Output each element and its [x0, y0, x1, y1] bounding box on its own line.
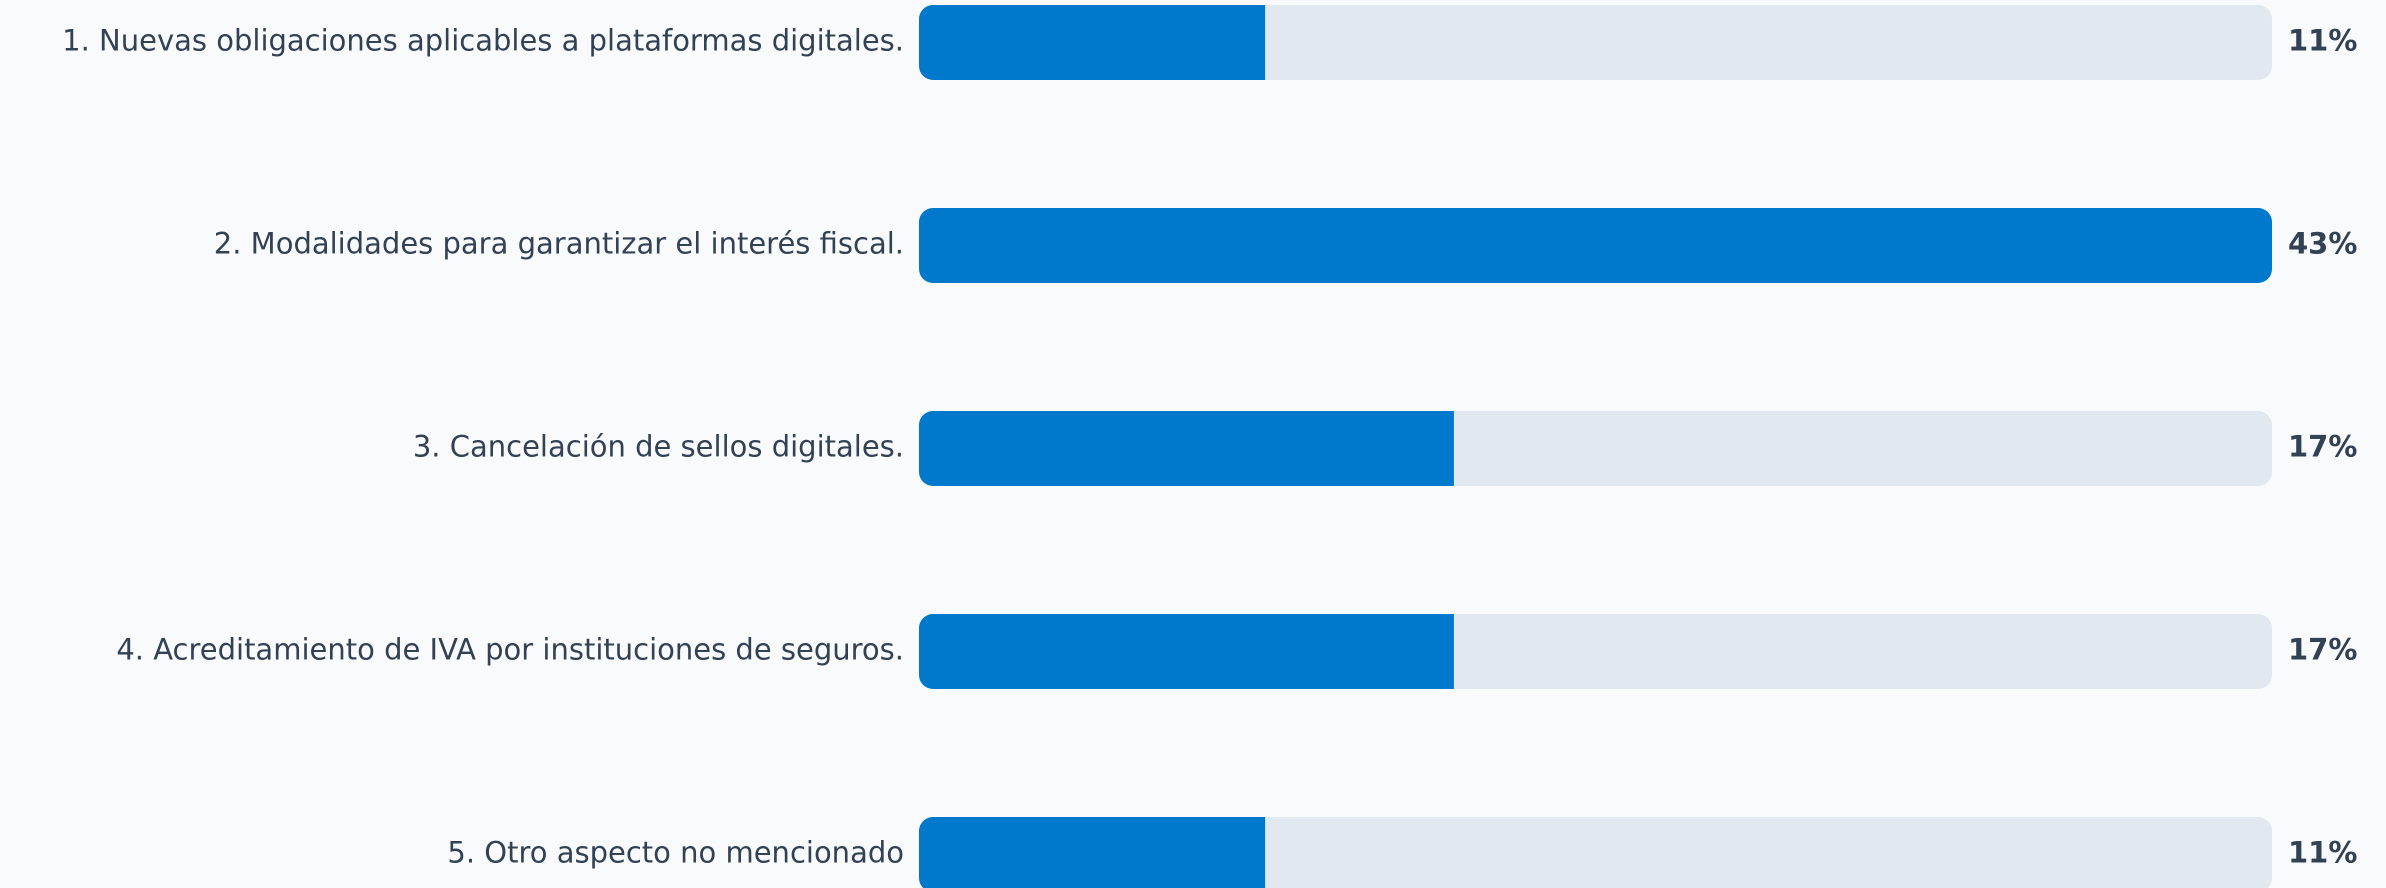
value-label: 43% — [2288, 227, 2357, 261]
bar — [919, 817, 1266, 888]
bar — [919, 411, 1454, 486]
bar — [919, 5, 1266, 80]
value-label: 17% — [2288, 430, 2357, 464]
bar — [919, 208, 2272, 283]
value-label: 17% — [2288, 633, 2357, 667]
value-label: 11% — [2288, 24, 2357, 58]
option-label: 3. Cancelación de sellos digitales. — [413, 430, 904, 464]
option-label: 2. Modalidades para garantizar el interé… — [214, 227, 904, 261]
option-label: 1. Nuevas obligaciones aplicables a plat… — [62, 24, 904, 58]
value-label: 11% — [2288, 836, 2357, 870]
option-label: 4. Acreditamiento de IVA por institucion… — [116, 633, 904, 667]
option-label: 5. Otro aspecto no mencionado — [447, 836, 904, 870]
bar — [919, 614, 1454, 689]
